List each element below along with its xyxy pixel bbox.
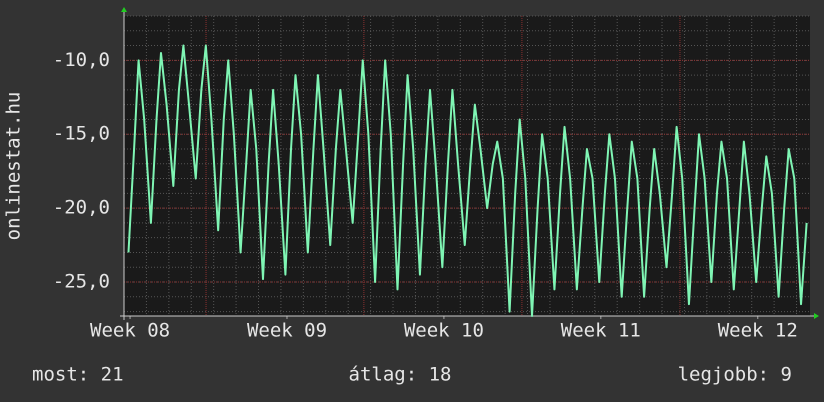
axis-arrow bbox=[814, 313, 819, 319]
x-tick-label: Week 11 bbox=[561, 320, 641, 342]
series-line bbox=[127, 44, 808, 317]
x-tick-label: Week 09 bbox=[247, 320, 327, 342]
y-tick-label: -10,0 bbox=[53, 49, 110, 71]
y-tick-label: -15,0 bbox=[53, 123, 110, 145]
stat-best: legjobb: 9 bbox=[678, 364, 792, 386]
y-tick-label: -20,0 bbox=[53, 197, 110, 219]
axis-arrow bbox=[121, 7, 127, 12]
x-tick-label: Week 08 bbox=[90, 320, 170, 342]
plot-area bbox=[124, 16, 810, 316]
y-axis-label: onlinestat.hu bbox=[3, 92, 25, 241]
x-tick-label: Week 10 bbox=[404, 320, 484, 342]
stat-current: most: 21 bbox=[32, 364, 124, 386]
x-tick-label: Week 12 bbox=[718, 320, 798, 342]
stat-average: átlag: 18 bbox=[349, 364, 452, 386]
y-tick-label: -25,0 bbox=[53, 271, 110, 293]
